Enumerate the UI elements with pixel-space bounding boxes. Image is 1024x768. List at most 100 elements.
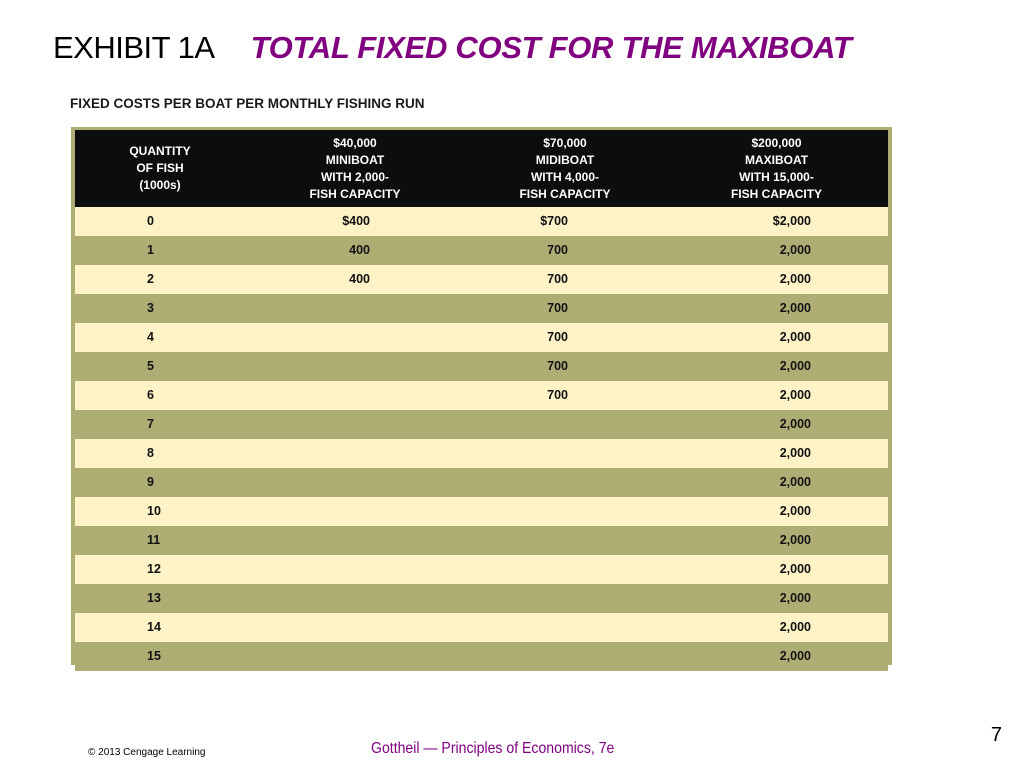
table-row: 14 2,000 (75, 612, 888, 642)
header-line: FISH CAPACITY (519, 186, 611, 201)
table-row: 10 2,000 (75, 496, 888, 526)
cell-maxiboat: 2,000 (665, 351, 888, 381)
table-row: 15 2,000 (75, 641, 888, 671)
cell-midiboat (465, 467, 665, 497)
table-row: 0 $400 $700 $2,000 (75, 207, 888, 236)
cell-miniboat: 400 (245, 264, 465, 294)
table-frame: QUANTITY OF FISH (1000s) $40,000 MINIBOA… (71, 127, 892, 671)
cell-quantity: 4 (75, 322, 245, 352)
table-row: 6 700 2,000 (75, 380, 888, 410)
cell-maxiboat: 2,000 (665, 583, 888, 613)
cell-quantity: 5 (75, 351, 245, 381)
cell-midiboat (465, 612, 665, 642)
header-line: MIDIBOAT (535, 152, 595, 167)
table-row: 3 700 2,000 (75, 293, 888, 323)
cell-miniboat: 400 (245, 235, 465, 265)
cell-maxiboat: 2,000 (665, 409, 888, 439)
header-line: FISH CAPACITY (730, 186, 823, 201)
cell-midiboat (465, 554, 665, 584)
copyright-credit: © 2013 Cengage Learning (88, 747, 206, 758)
cell-midiboat (465, 641, 665, 671)
cell-maxiboat: 2,000 (665, 467, 888, 497)
cell-quantity: 13 (75, 583, 245, 613)
header-line: WITH 2,000- (320, 169, 389, 184)
cell-midiboat: 700 (465, 380, 665, 410)
cell-miniboat (245, 467, 465, 497)
slide-title: EXHIBIT 1A TOTAL FIXED COST FOR THE MAXI… (53, 30, 852, 74)
cell-maxiboat: 2,000 (665, 641, 888, 671)
cell-midiboat (465, 409, 665, 439)
cell-quantity: 6 (75, 380, 245, 410)
cell-maxiboat: 2,000 (665, 438, 888, 468)
table-header-row: QUANTITY OF FISH (1000s) $40,000 MINIBOA… (75, 130, 888, 207)
cell-maxiboat: 2,000 (665, 264, 888, 294)
cell-maxiboat: 2,000 (665, 322, 888, 352)
cell-quantity: 1 (75, 235, 245, 265)
cell-miniboat (245, 409, 465, 439)
cell-maxiboat: 2,000 (665, 612, 888, 642)
cell-midiboat (465, 583, 665, 613)
cell-miniboat (245, 380, 465, 410)
page-number: 7 (990, 724, 1002, 746)
cell-midiboat (465, 438, 665, 468)
cell-miniboat (245, 554, 465, 584)
cell-quantity: 15 (75, 641, 245, 671)
cell-maxiboat: 2,000 (665, 496, 888, 526)
header-line: FISH CAPACITY (309, 186, 401, 201)
header-line: $40,000 (333, 135, 377, 150)
fixed-cost-table: QUANTITY OF FISH (1000s) $40,000 MINIBOA… (75, 130, 888, 671)
header-line: $200,000 (751, 135, 802, 150)
book-citation: Gottheil — Principles of Economics, 7e (371, 740, 615, 757)
table-row: 1 400 700 2,000 (75, 235, 888, 265)
cell-quantity: 3 (75, 293, 245, 323)
cell-midiboat (465, 525, 665, 555)
exhibit-label: EXHIBIT 1A (53, 30, 215, 65)
header-quantity: QUANTITY OF FISH (1000s) (75, 130, 245, 207)
header-line: WITH 15,000- (739, 169, 814, 184)
table-row: 13 2,000 (75, 583, 888, 613)
cell-quantity: 7 (75, 409, 245, 439)
cell-miniboat (245, 641, 465, 671)
cell-miniboat (245, 351, 465, 381)
cell-miniboat (245, 525, 465, 555)
cell-miniboat: $400 (245, 207, 465, 236)
header-midiboat: $70,000 MIDIBOAT WITH 4,000- FISH CAPACI… (465, 130, 665, 207)
cell-maxiboat: 2,000 (665, 525, 888, 555)
cell-midiboat: 700 (465, 322, 665, 352)
table-row: 4 700 2,000 (75, 322, 888, 352)
cell-midiboat: $700 (465, 207, 665, 236)
header-line: MAXIBOAT (744, 152, 809, 167)
cell-maxiboat: 2,000 (665, 380, 888, 410)
header-line: MINIBOAT (325, 152, 385, 167)
header-line: (1000s) (139, 178, 181, 192)
table-row: 5 700 2,000 (75, 351, 888, 381)
cell-quantity: 14 (75, 612, 245, 642)
cell-quantity: 2 (75, 264, 245, 294)
cell-quantity: 10 (75, 496, 245, 526)
header-line: WITH 4,000- (530, 169, 599, 184)
header-maxiboat: $200,000 MAXIBOAT WITH 15,000- FISH CAPA… (665, 130, 888, 207)
table-row: 9 2,000 (75, 467, 888, 497)
header-line: QUANTITY (129, 144, 191, 158)
cell-midiboat: 700 (465, 235, 665, 265)
cell-midiboat: 700 (465, 264, 665, 294)
header-miniboat: $40,000 MINIBOAT WITH 2,000- FISH CAPACI… (245, 130, 465, 207)
table-body: 0 $400 $700 $2,000 1 400 700 2,000 2 400 700 2,000 3… (75, 207, 888, 671)
cell-maxiboat: 2,000 (665, 293, 888, 323)
header-line: $70,000 (543, 135, 587, 150)
cell-maxiboat: $2,000 (665, 207, 888, 236)
table-caption: FIXED COSTS PER BOAT PER MONTHLY FISHING… (70, 96, 425, 111)
table-row: 7 2,000 (75, 409, 888, 439)
cell-quantity: 9 (75, 467, 245, 497)
cell-miniboat (245, 322, 465, 352)
cell-miniboat (245, 583, 465, 613)
cell-miniboat (245, 293, 465, 323)
cell-maxiboat: 2,000 (665, 554, 888, 584)
cell-quantity: 11 (75, 525, 245, 555)
table-row: 11 2,000 (75, 525, 888, 555)
table-row: 12 2,000 (75, 554, 888, 584)
table-row: 8 2,000 (75, 438, 888, 468)
cell-miniboat (245, 438, 465, 468)
cell-quantity: 0 (75, 207, 245, 236)
cell-miniboat (245, 612, 465, 642)
